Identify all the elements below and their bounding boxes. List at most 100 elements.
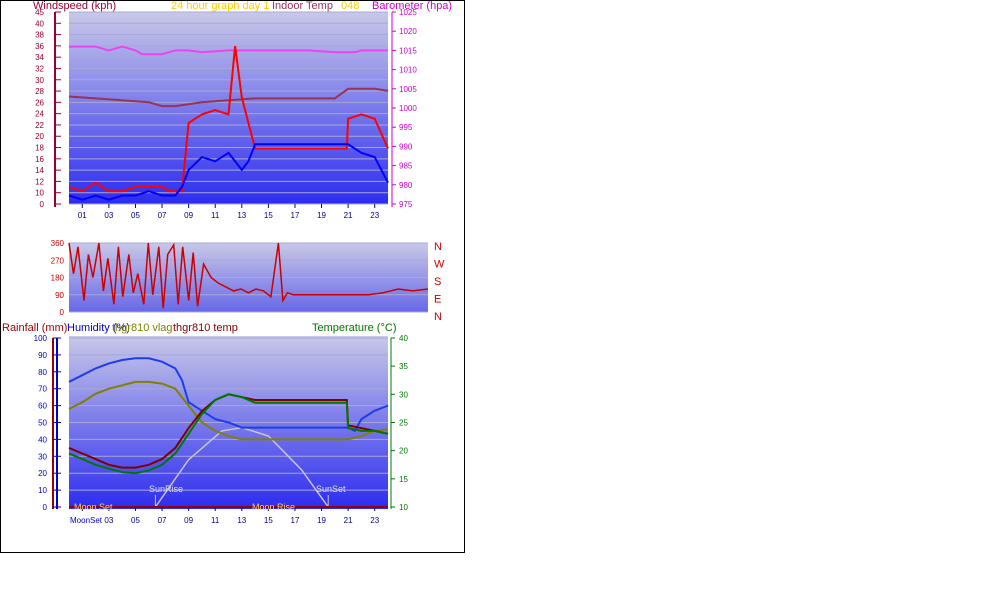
windspeed-tick-label: 30 <box>35 76 44 85</box>
direction-axes: 0 90 180 270 360 <box>51 239 65 317</box>
humidity-tick-label: 10 <box>38 486 47 495</box>
windspeed-tick-label: 10 <box>35 189 44 198</box>
hour-tick-label: 11 <box>211 211 220 220</box>
hour-tick-label: 23 <box>370 211 379 220</box>
climate-axes: 0 10 20 30 40 50 60 70 80 90 100 10 15 20 25 30 35 40 03 05… <box>34 334 409 525</box>
indoor-temp-line <box>68 87 389 108</box>
wind-avg-line <box>68 143 389 201</box>
wind-axes: 0101214161820222426283032343638404597598… <box>35 8 417 220</box>
windspeed-tick-label: 12 <box>35 177 44 186</box>
hour-tick-label: 13 <box>237 211 246 220</box>
humidity-label: Humidity (%) <box>67 322 130 334</box>
compass-label: E <box>434 294 441 306</box>
windspeed-tick-label: 38 <box>35 31 44 40</box>
humidity-tick-label: 30 <box>38 452 47 461</box>
hour-tick-label: 21 <box>344 211 353 220</box>
temperature-tick-label: 10 <box>399 503 408 512</box>
barometer-tick-label: 1005 <box>399 85 417 94</box>
humidity-tick-label: 0 <box>43 503 48 512</box>
hour-tick-label: 03 <box>104 211 113 220</box>
direction-tick-label: 180 <box>51 274 65 283</box>
windspeed-tick-label: 20 <box>35 132 44 141</box>
barometer-tick-label: 990 <box>399 142 413 151</box>
barometer-tick-label: 1000 <box>399 104 417 113</box>
temperature-tick-label: 20 <box>399 447 408 456</box>
humidity-tick-label: 20 <box>38 469 47 478</box>
temperature-tick-label: 15 <box>399 475 408 484</box>
temperature-tick-label: 35 <box>399 362 408 371</box>
windspeed-tick-label: 18 <box>35 144 44 153</box>
hour-tick-label: 11 <box>211 516 220 525</box>
windspeed-tick-label: 14 <box>35 166 44 175</box>
hour-tick-label: 03 <box>104 516 113 525</box>
humidity-tick-label: 100 <box>34 334 48 343</box>
barometer-tick-label: 1025 <box>399 8 417 17</box>
humidity-tick-label: 80 <box>38 368 47 377</box>
direction-tick-label: 360 <box>51 239 65 248</box>
direction-grid <box>69 242 428 313</box>
windspeed-tick-label: 22 <box>35 121 44 130</box>
barometer-tick-label: 995 <box>399 123 413 132</box>
humidity-tick-label: 90 <box>38 351 47 360</box>
hour-tick-label: 01 <box>78 211 87 220</box>
barometer-tick-label: 1020 <box>399 27 417 36</box>
windspeed-tick-label: 36 <box>35 42 44 51</box>
humidity-tick-label: 40 <box>38 435 47 444</box>
wind-series <box>68 45 389 201</box>
barometer-tick-label: 980 <box>399 181 413 190</box>
hour-tick-label: 15 <box>264 211 273 220</box>
windspeed-tick-label: 26 <box>35 98 44 107</box>
humidity-tick-label: 70 <box>38 385 47 394</box>
sunset-label: SunSet <box>316 484 346 494</box>
windspeed-tick-label: 24 <box>35 110 44 119</box>
windspeed-tick-label: 28 <box>35 87 44 96</box>
windspeed-tick-label: 0 <box>40 200 45 209</box>
windspeed-tick-label: 40 <box>35 19 44 28</box>
hour-tick-label: 17 <box>291 211 300 220</box>
barometer-tick-label: 985 <box>399 162 413 171</box>
hour-tick-label: 07 <box>158 211 167 220</box>
barometer-label: Barometer (hpa) <box>372 0 452 12</box>
climate-grid <box>69 337 388 508</box>
direction-line <box>68 242 429 309</box>
windspeed-tick-label: 45 <box>35 8 44 17</box>
barometer-tick-label: 1010 <box>399 66 417 75</box>
compass-label: W <box>434 259 445 271</box>
hgr-vlag-label: thgr810 vlag <box>112 322 173 334</box>
hour-tick-label: 21 <box>344 516 353 525</box>
climate-series <box>68 357 389 508</box>
temperature-tick-label: 25 <box>399 419 408 428</box>
moonset-label: Moon Set <box>74 502 113 512</box>
compass-label: S <box>434 276 441 288</box>
hour-tick-label: 17 <box>291 516 300 525</box>
temperature-label: Temperature (°C) <box>312 322 396 334</box>
barometer-tick-label: 1015 <box>399 46 417 55</box>
humidity-tick-label: 50 <box>38 419 47 428</box>
rainfall-label: Rainfall (mm) <box>2 322 67 334</box>
direction-series <box>68 242 429 309</box>
windspeed-tick-label: 16 <box>35 155 44 164</box>
temperature-tick-label: 40 <box>399 334 408 343</box>
hour-tick-label: 15 <box>264 516 273 525</box>
graph-title: 24 hour graph day 1 <box>171 0 269 12</box>
compass-label: N <box>434 311 442 323</box>
hour-tick-label: 19 <box>317 516 326 525</box>
direction-tick-label: 90 <box>55 291 64 300</box>
barometer-tick-label: 975 <box>399 200 413 209</box>
hour-tick-label: 09 <box>184 516 193 525</box>
humidity-tick-label: 60 <box>38 402 47 411</box>
moonrise-label: Moon Rise <box>252 502 295 512</box>
windspeed-tick-label: 32 <box>35 64 44 73</box>
hour-tick-label: 07 <box>158 516 167 525</box>
indoor-temp-value: 048 <box>341 0 359 12</box>
hour-tick-label: 05 <box>131 211 140 220</box>
hour-tick-label: 13 <box>237 516 246 525</box>
barometer-line <box>69 45 388 56</box>
windspeed-label: Windspeed (kph) <box>33 0 116 12</box>
direction-tick-label: 0 <box>60 308 65 317</box>
hgr-temp-label: thgr810 temp <box>173 322 238 334</box>
hour-tick-label: 19 <box>317 211 326 220</box>
moonset-axis-label: MoonSet <box>70 516 103 525</box>
